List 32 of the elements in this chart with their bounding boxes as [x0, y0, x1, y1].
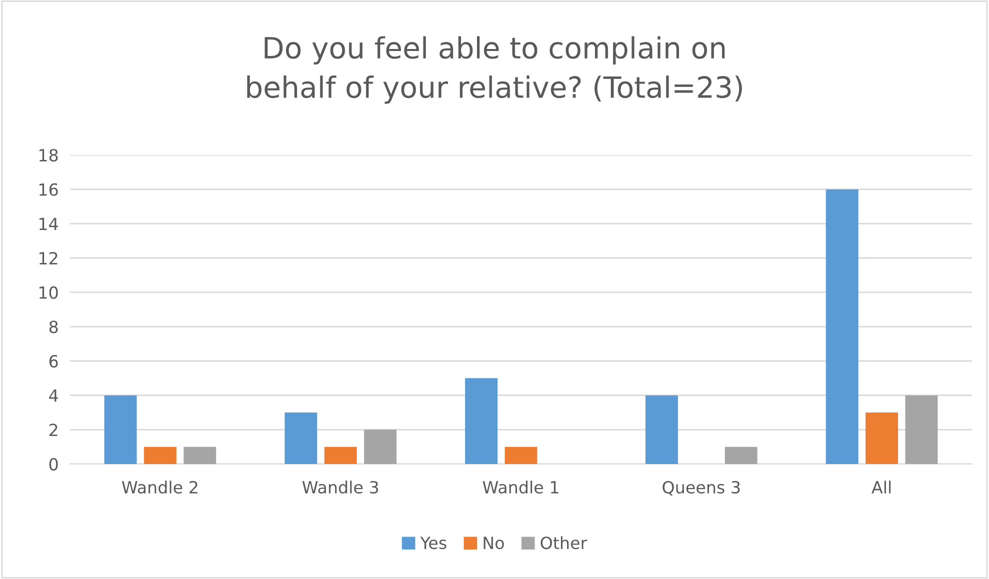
y-tick-label: 4: [49, 390, 58, 402]
bar: [866, 412, 898, 464]
x-tick-label: Wandle 2: [122, 480, 198, 494]
x-tick-label: All: [872, 480, 891, 494]
x-tick-label: Wandle 3: [302, 480, 378, 494]
chart-title: Do you feel able to complain on behalf of your relative? (Total=23): [247, 36, 742, 104]
bar: [465, 378, 498, 464]
y-tick-label: 12: [40, 252, 58, 264]
legend-label: Yes: [420, 536, 446, 550]
y-tick-label: 18: [40, 148, 58, 162]
legend-label: No: [484, 536, 504, 550]
y-tick-label: 8: [49, 320, 58, 334]
bar: [364, 430, 397, 464]
legend-label: Other: [540, 536, 588, 550]
y-tick-label: 14: [40, 218, 58, 230]
bar: [905, 395, 938, 464]
bar: [645, 395, 678, 464]
bar: [284, 412, 318, 464]
y-tick-label: 6: [49, 354, 58, 368]
y-tick-label: 2: [50, 424, 58, 436]
bar: [324, 446, 357, 464]
x-tick-label: Wandle 1: [482, 480, 558, 494]
y-tick-label: 10: [40, 286, 58, 299]
y-tick-label: 0: [49, 458, 58, 471]
bar: [724, 446, 758, 464]
bar: [504, 446, 538, 464]
bar: [144, 446, 176, 464]
bar: [826, 189, 858, 464]
bar: [184, 446, 216, 464]
bar: [104, 395, 137, 464]
x-tick-label: Queens 3: [662, 480, 740, 496]
y-tick-label: 16: [40, 183, 58, 196]
